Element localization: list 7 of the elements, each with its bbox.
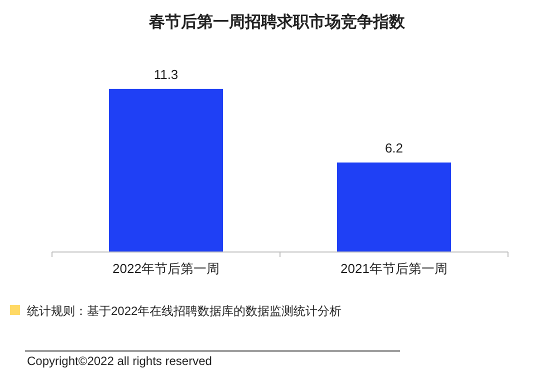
x-tick-label: 2021年节后第一周 — [340, 261, 448, 276]
text: Copyright©2022 all rights reserved — [27, 354, 212, 368]
text: 统计规则：基于2022年在线招聘数据库的数据监测统计分析 — [27, 304, 342, 318]
x-tick-label: 2022年节后第一周 — [112, 261, 220, 276]
chart-title: 春节后第一周招聘求职市场竞争指数 — [148, 13, 406, 31]
data-label: 11.3 — [154, 66, 178, 82]
data-label: 6.2 — [384, 140, 404, 156]
